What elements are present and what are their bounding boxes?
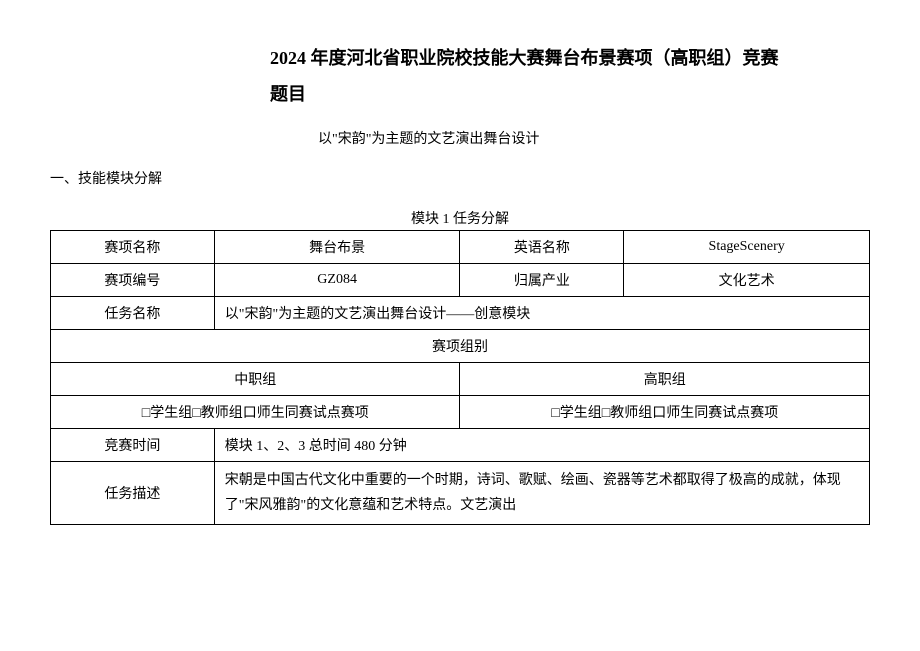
- cell-value: 宋朝是中国古代文化中重要的一个时期，诗词、歌赋、绘画、瓷器等艺术都取得了极高的成…: [214, 462, 869, 525]
- cell-value: 模块 1、2、3 总时间 480 分钟: [214, 429, 869, 462]
- table-row: 赛项名称 舞台布景 英语名称 StageScenery: [51, 231, 870, 264]
- cell-value: 中职组: [51, 363, 460, 396]
- section-heading: 一、技能模块分解: [50, 168, 870, 188]
- cell-label: 任务描述: [51, 462, 215, 525]
- cell-value: □学生组□教师组口师生同赛试点赛项: [51, 396, 460, 429]
- cell-label: 赛项名称: [51, 231, 215, 264]
- table-caption: 模块 1 任务分解: [50, 208, 870, 228]
- table-row: 竞赛时间 模块 1、2、3 总时间 480 分钟: [51, 429, 870, 462]
- cell-value: StageScenery: [624, 231, 870, 264]
- cell-label: 任务名称: [51, 297, 215, 330]
- task-table: 赛项名称 舞台布景 英语名称 StageScenery 赛项编号 GZ084 归…: [50, 230, 870, 525]
- cell-label: 英语名称: [460, 231, 624, 264]
- table-row: 赛项组别: [51, 330, 870, 363]
- table-row: 任务名称 以"宋韵"为主题的文艺演出舞台设计——创意模块: [51, 297, 870, 330]
- cell-value: □学生组□教师组口师生同赛试点赛项: [460, 396, 870, 429]
- table-row: □学生组□教师组口师生同赛试点赛项 □学生组□教师组口师生同赛试点赛项: [51, 396, 870, 429]
- table-row: 任务描述 宋朝是中国古代文化中重要的一个时期，诗词、歌赋、绘画、瓷器等艺术都取得…: [51, 462, 870, 525]
- cell-value: 文化艺术: [624, 264, 870, 297]
- cell-value: 高职组: [460, 363, 870, 396]
- cell-value: GZ084: [214, 264, 460, 297]
- cell-label: 归属产业: [460, 264, 624, 297]
- cell-value: 舞台布景: [214, 231, 460, 264]
- main-title-line1: 2024 年度河北省职业院校技能大赛舞台布景赛项（高职组）竞赛: [270, 40, 870, 76]
- table-row: 中职组 高职组: [51, 363, 870, 396]
- cell-value: 以"宋韵"为主题的文艺演出舞台设计——创意模块: [214, 297, 869, 330]
- subtitle: 以"宋韵"为主题的文艺演出舞台设计: [318, 128, 870, 148]
- cell-label: 赛项编号: [51, 264, 215, 297]
- cell-header: 赛项组别: [51, 330, 870, 363]
- title-section: 2024 年度河北省职业院校技能大赛舞台布景赛项（高职组）竞赛 题目 以"宋韵"…: [270, 40, 870, 148]
- cell-label: 竞赛时间: [51, 429, 215, 462]
- main-title-line2: 题目: [270, 76, 870, 112]
- table-row: 赛项编号 GZ084 归属产业 文化艺术: [51, 264, 870, 297]
